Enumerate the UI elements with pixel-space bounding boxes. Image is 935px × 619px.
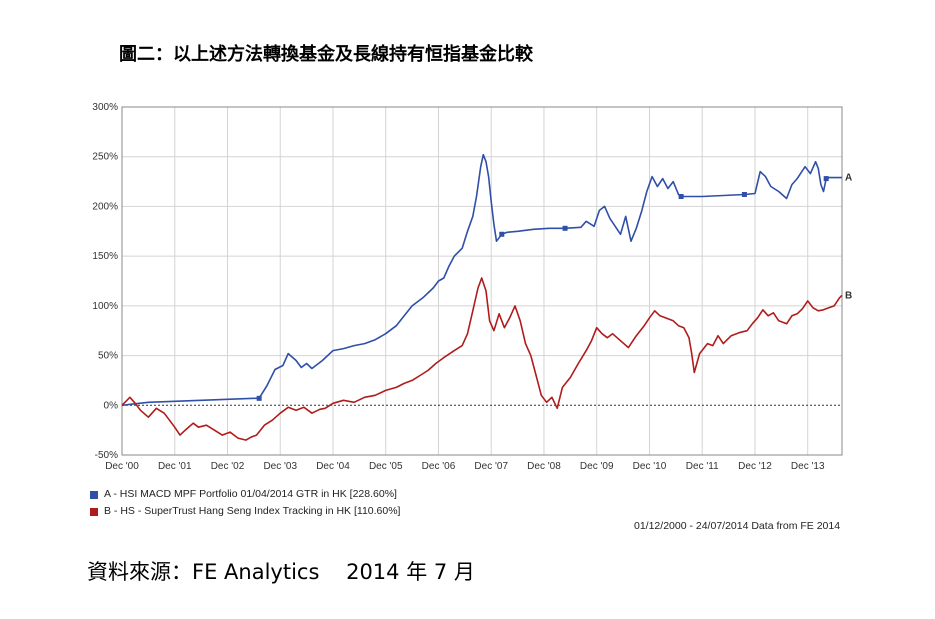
legend-swatch-a <box>90 490 98 499</box>
series-a-marker <box>678 193 684 199</box>
x-tick-label: Dec '09 <box>580 461 614 472</box>
x-tick-label: Dec '00 <box>105 461 139 472</box>
x-tick-label: Dec '08 <box>527 461 561 472</box>
legend-label-b: B - HS - SuperTrust Hang Seng Index Trac… <box>104 505 401 517</box>
plot-frame <box>121 106 843 456</box>
series-line-b <box>121 277 843 441</box>
x-tick-label: Dec '05 <box>369 461 403 472</box>
series-a-marker <box>823 176 829 182</box>
x-tick-label: Dec '07 <box>474 461 508 472</box>
series-a-marker <box>741 191 747 197</box>
x-tick-label: Dec '02 <box>211 461 245 472</box>
series-a-marker <box>562 225 568 231</box>
x-tick-label: Dec '03 <box>263 461 297 472</box>
y-tick-label: 100% <box>92 301 118 312</box>
y-tick-label: 300% <box>92 102 118 113</box>
x-tick-label: Dec '12 <box>738 461 772 472</box>
x-tick-label: Dec '04 <box>316 461 350 472</box>
y-tick-label: 50% <box>98 351 118 362</box>
chart-grid <box>121 106 842 456</box>
x-tick-label: Dec '13 <box>791 461 825 472</box>
x-tick-label: Dec '01 <box>158 461 192 472</box>
x-tick-label: Dec '11 <box>686 461 719 472</box>
series-a-marker <box>499 231 505 237</box>
legend-item-series-a: A - HSI MACD MPF Portfolio 01/04/2014 GT… <box>90 486 400 503</box>
series-a-marker <box>256 395 262 401</box>
legend-swatch-b <box>90 507 98 516</box>
y-tick-label: 250% <box>92 152 118 163</box>
chart-axes <box>121 106 843 456</box>
legend-item-series-b: B - HS - SuperTrust Hang Seng Index Trac… <box>90 503 400 520</box>
source-caption: 資料來源：FE Analytics 2014 年 7 月 <box>87 556 475 586</box>
x-tick-label: Dec '06 <box>422 461 456 472</box>
series-line-a <box>121 153 842 407</box>
y-tick-label: -50% <box>95 450 118 461</box>
series-end-label-b: B <box>845 290 852 301</box>
chart-legend: A - HSI MACD MPF Portfolio 01/04/2014 GT… <box>90 486 400 520</box>
y-tick-label: 200% <box>92 201 118 212</box>
x-tick-label: Dec '10 <box>633 461 667 472</box>
y-tick-label: 0% <box>104 400 119 411</box>
date-range-note: 01/12/2000 - 24/07/2014 Data from FE 201… <box>634 520 841 532</box>
source-text: 資料來源：FE Analytics 2014 年 7 月 <box>87 560 475 584</box>
y-tick-label: 150% <box>92 251 118 262</box>
legend-label-a: A - HSI MACD MPF Portfolio 01/04/2014 GT… <box>104 488 397 500</box>
chart-labels: 300% 250% 200% 150% 100% 50% 0% -50%Dec '00 Dec … <box>92 102 852 472</box>
chart-series <box>121 153 843 441</box>
series-end-label-a: A <box>845 173 852 184</box>
page-title: 圖二：以上述方法轉換基金及長線持有恒指基金比較 <box>119 44 533 65</box>
